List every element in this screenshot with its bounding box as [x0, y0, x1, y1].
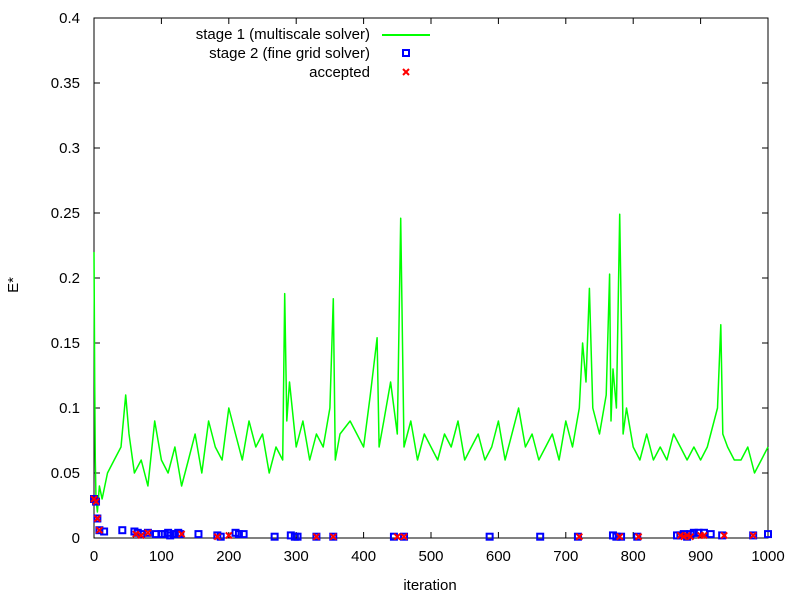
series-3	[90, 495, 757, 541]
data-point	[177, 530, 186, 538]
data-point	[312, 532, 321, 541]
x-tick-label: 0	[90, 548, 98, 565]
x-axis-label: iteration	[403, 577, 456, 594]
data-point	[312, 532, 321, 541]
data-point	[617, 532, 626, 541]
data-point	[234, 530, 243, 539]
data-point	[95, 526, 104, 534]
x-tick-label: 500	[418, 548, 443, 565]
data-point	[400, 532, 409, 541]
legend-label-stage2: stage 2 (fine grid solver)	[209, 45, 370, 62]
data-point	[137, 531, 145, 540]
data-point	[706, 530, 715, 539]
x-tick-label: 400	[351, 548, 376, 565]
series-line	[93, 213, 769, 513]
data-point	[176, 530, 185, 539]
x-tick-label: 200	[216, 548, 241, 565]
data-point	[616, 532, 624, 541]
y-axis: 0 0.05 0.1 0.15 0.2 0.25 0.3 0.35 0.4	[51, 10, 768, 547]
legend-swatch-stage2	[402, 49, 410, 57]
data-point	[143, 528, 152, 537]
data-point	[92, 497, 100, 506]
data-point	[764, 530, 772, 539]
legend: stage 1 (multiscale solver) stage 2 (fin…	[196, 26, 430, 81]
x-tick-label: 800	[621, 548, 646, 565]
data-point	[575, 532, 583, 541]
y-tick-label: 0.2	[59, 270, 80, 287]
data-point	[132, 530, 140, 538]
data-point	[329, 532, 338, 541]
legend-swatch-accepted	[402, 68, 410, 76]
data-point	[213, 532, 222, 541]
y-tick-label: 0.15	[51, 335, 80, 352]
y-tick-label: 0.35	[51, 75, 80, 92]
data-point	[393, 532, 402, 541]
series-1	[93, 213, 769, 513]
data-point	[144, 529, 152, 537]
data-point	[194, 530, 203, 539]
data-point	[686, 532, 695, 541]
y-tick-label: 0.05	[51, 465, 80, 482]
x-axis: 0 100 200 300 400 500 600 700 800 900 1000	[90, 18, 785, 565]
data-point	[634, 532, 643, 541]
legend-label-accepted: accepted	[309, 64, 370, 81]
data-point	[95, 526, 104, 535]
y-axis-label: E*	[5, 277, 22, 293]
data-point	[689, 528, 698, 537]
data-point	[270, 532, 279, 541]
y-tick-label: 0	[72, 530, 80, 547]
x-tick-label: 1000	[751, 548, 784, 565]
y-tick-label: 0.25	[51, 205, 80, 222]
data-point	[225, 531, 233, 540]
y-tick-label: 0.1	[59, 400, 80, 417]
y-tick-label: 0.4	[59, 10, 80, 27]
data-point	[400, 532, 408, 541]
data-point	[485, 532, 494, 541]
legend-label-stage1: stage 1 (multiscale solver)	[196, 26, 370, 43]
data-point	[92, 497, 101, 506]
data-point	[239, 530, 248, 539]
data-point	[329, 532, 337, 541]
x-tick-label: 700	[553, 548, 578, 565]
data-point	[93, 514, 102, 523]
data-point	[700, 531, 708, 540]
y-tick-label: 0.3	[59, 140, 80, 157]
data-point	[749, 531, 758, 540]
data-point	[633, 532, 642, 541]
data-point	[720, 531, 728, 540]
data-point	[118, 526, 127, 535]
data-point	[293, 532, 302, 541]
x-tick-label: 900	[688, 548, 713, 565]
series-layer	[90, 213, 772, 541]
data-point	[93, 514, 102, 523]
data-point	[749, 531, 757, 540]
x-tick-label: 300	[284, 548, 309, 565]
x-tick-label: 600	[486, 548, 511, 565]
x-tick-label: 100	[149, 548, 174, 565]
data-point	[573, 532, 582, 541]
data-point	[536, 532, 545, 541]
